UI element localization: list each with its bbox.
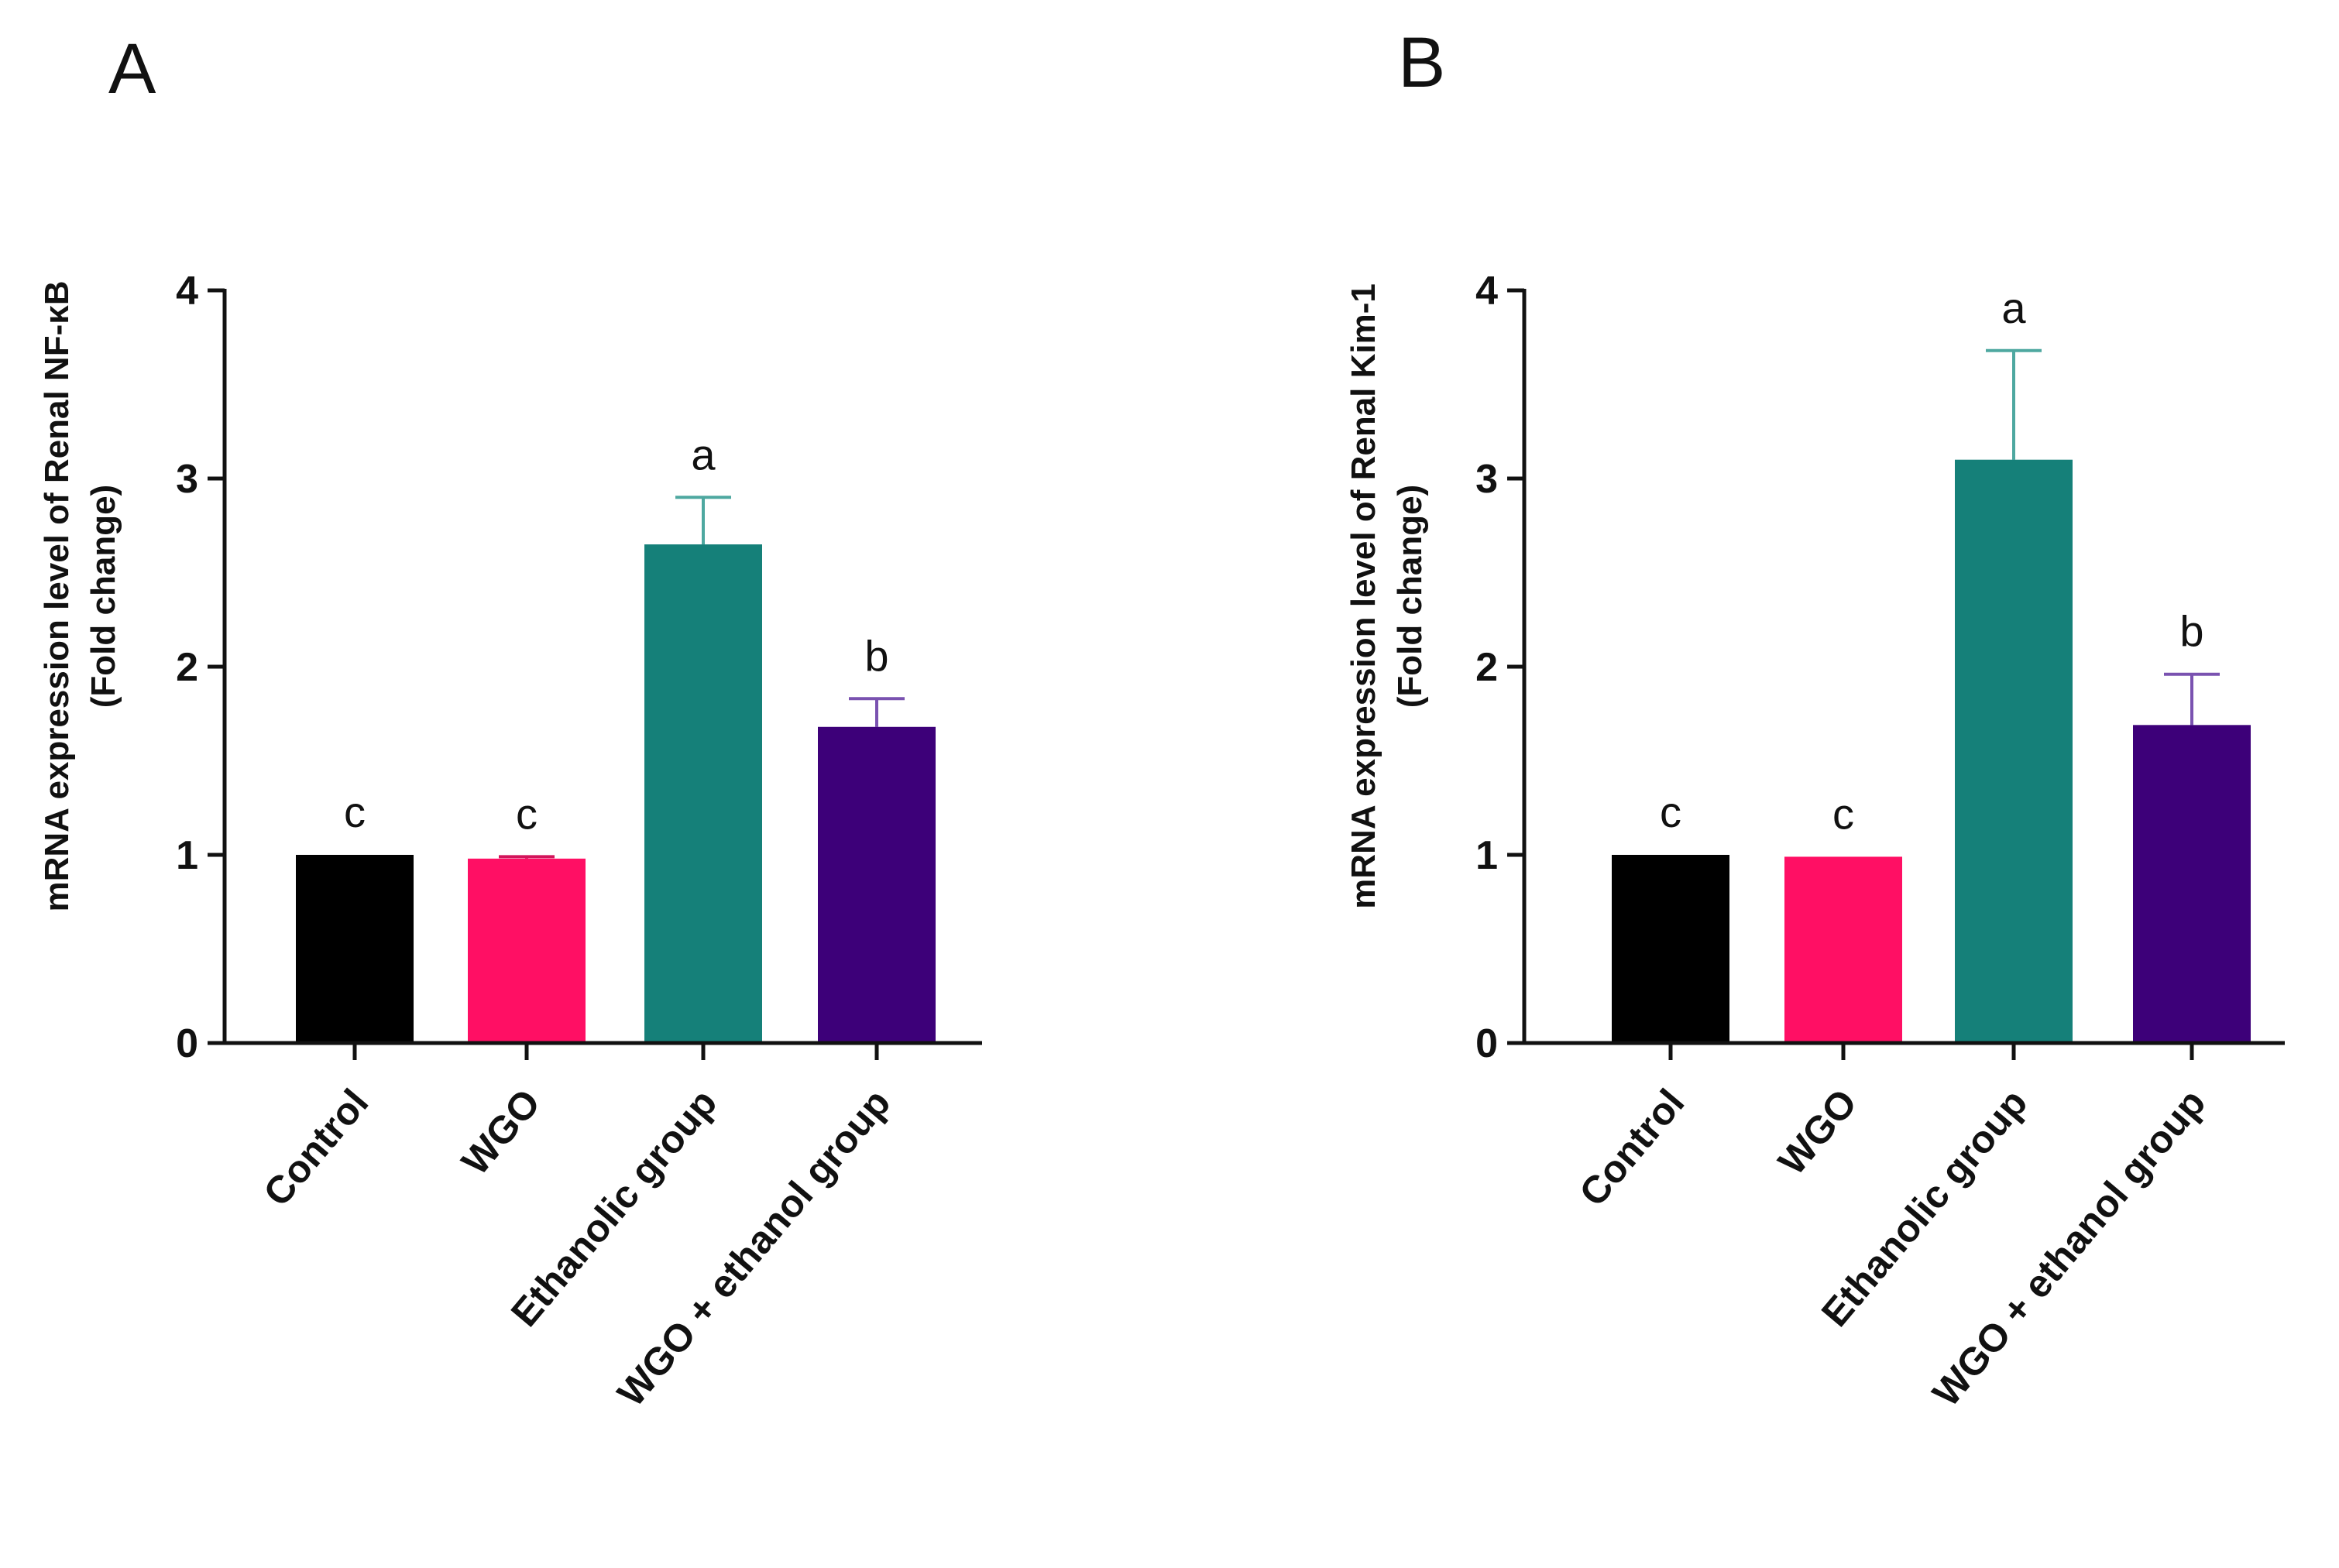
y-tick-label: 0 xyxy=(176,1021,198,1066)
y-tick-label: 2 xyxy=(1475,645,1498,690)
y-tick-label: 3 xyxy=(176,457,198,502)
y-tick-label: 2 xyxy=(176,645,198,690)
y-tick-label: 1 xyxy=(1475,833,1498,878)
significance-letter: c xyxy=(1660,787,1681,836)
bar xyxy=(1612,855,1729,1043)
y-axis-title-line1: mRNA expression level of Renal NF-κB xyxy=(38,280,76,911)
y-tick-label: 3 xyxy=(1475,457,1498,502)
y-axis-title-line1: mRNA expression level of Renal Kim-1 xyxy=(1345,283,1382,909)
bar xyxy=(296,855,414,1043)
significance-letter: c xyxy=(344,787,366,836)
bar xyxy=(644,544,762,1043)
y-axis-title-a: mRNA expression level of Renal NF-κB (Fo… xyxy=(38,280,122,911)
significance-letter: b xyxy=(2179,607,2203,656)
y-axis-b: 0 1 2 3 4 xyxy=(1475,269,1527,1066)
x-category-label: WGO xyxy=(1770,1081,1865,1183)
y-tick-label: 4 xyxy=(1475,269,1498,314)
bar xyxy=(2133,725,2251,1043)
significance-letter: b xyxy=(864,631,888,680)
panel-b: B mRNA expression level of Renal Kim-1 (… xyxy=(1345,23,2285,1415)
panel-a: A mRNA expression level of Renal NF-κB (… xyxy=(38,29,982,1415)
y-axis-title-line2: (Fold change) xyxy=(84,485,122,708)
significance-letter: c xyxy=(1832,789,1854,838)
bar xyxy=(1784,856,1902,1043)
x-category-label: Control xyxy=(1571,1081,1692,1214)
y-axis-title-b: mRNA expression level of Renal Kim-1 (Fo… xyxy=(1345,283,1429,909)
significance-letter: a xyxy=(691,430,716,479)
panel-letter-b: B xyxy=(1398,23,1445,102)
x-category-label: WGO xyxy=(453,1081,548,1183)
significance-letter: a xyxy=(2001,283,2026,332)
y-tick-label: 1 xyxy=(176,833,198,878)
y-axis-title-line2: (Fold change) xyxy=(1391,485,1429,708)
bars-a: c c a b xyxy=(296,430,936,1043)
y-tick-label: 4 xyxy=(176,269,198,314)
x-category-label: Control xyxy=(255,1081,376,1214)
bar xyxy=(468,858,586,1043)
bar xyxy=(1955,459,2073,1043)
panel-letter-a: A xyxy=(108,29,156,108)
bar xyxy=(818,726,936,1043)
y-axis-a: 0 1 2 3 4 xyxy=(176,269,227,1066)
bars-b: c c a b xyxy=(1612,283,2251,1043)
y-tick-label: 0 xyxy=(1475,1021,1498,1066)
significance-letter: c xyxy=(516,789,538,838)
